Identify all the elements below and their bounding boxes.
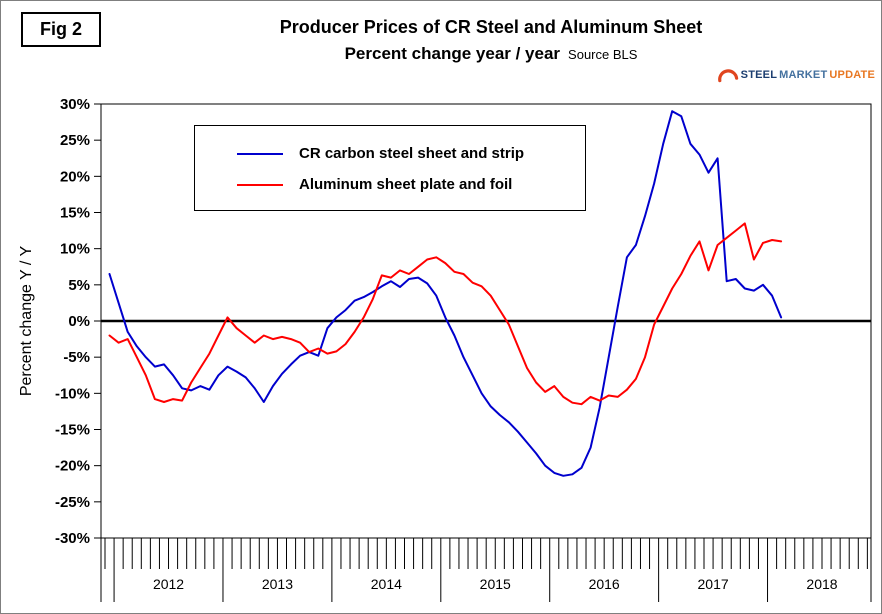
chart-source: Source BLS <box>568 47 638 62</box>
year-label: 2013 <box>262 576 293 592</box>
legend-line-sample-aluminum <box>237 183 283 186</box>
chart-subtitle-row: Percent change year / year Source BLS <box>141 44 841 64</box>
y-tick-label: -15% <box>55 422 90 439</box>
chart-legend: CR carbon steel sheet and strip Aluminum… <box>194 125 586 211</box>
y-tick-label: 0% <box>68 313 90 330</box>
year-label: 2014 <box>371 576 402 592</box>
y-tick-label: 25% <box>60 132 90 149</box>
y-tick-label: -30% <box>55 530 90 547</box>
legend-label-cr-steel: CR carbon steel sheet and strip <box>299 145 525 162</box>
smu-logo: STEEL MARKET UPDATE <box>715 63 875 87</box>
y-axis-title: Percent change Y / Y <box>18 246 35 397</box>
series-line-cr-steel <box>108 110 783 477</box>
y-tick-label: -10% <box>55 385 90 402</box>
year-label: 2015 <box>480 576 511 592</box>
year-label: 2017 <box>698 576 729 592</box>
y-tick-label: 20% <box>60 168 90 185</box>
y-tick-label: -25% <box>55 494 90 511</box>
y-tick-label: 5% <box>68 277 90 294</box>
chart-subtitle: Percent change year / year <box>344 44 561 63</box>
y-tick-label: 30% <box>60 96 90 113</box>
series-line-aluminum <box>108 222 783 406</box>
legend-label-aluminum: Aluminum sheet plate and foil <box>299 176 513 193</box>
y-tick-label: 15% <box>60 205 90 222</box>
y-tick-label: 10% <box>60 241 90 258</box>
x-axis: 2012 2013 2014 2015 2016 2017 2018 <box>100 538 872 602</box>
y-tick-label: -5% <box>63 349 90 366</box>
logo-swoosh-icon <box>717 69 738 83</box>
logo-word-steel: STEEL <box>740 69 778 81</box>
chart-header: Producer Prices of CR Steel and Aluminum… <box>141 17 841 64</box>
year-label: 2018 <box>806 576 837 592</box>
year-label: 2016 <box>589 576 620 592</box>
logo-word-update: UPDATE <box>829 69 875 81</box>
fig-label: Fig 2 <box>21 12 102 47</box>
y-tick-label: -20% <box>55 458 90 475</box>
year-label: 2012 <box>153 576 184 592</box>
legend-item-cr-steel: CR carbon steel sheet and strip <box>237 138 585 169</box>
legend-line-sample-cr-steel <box>237 152 283 155</box>
chart-title: Producer Prices of CR Steel and Aluminum… <box>279 17 703 37</box>
logo-word-market: MARKET <box>779 69 828 81</box>
legend-item-aluminum: Aluminum sheet plate and foil <box>237 169 585 200</box>
y-axis: -30% -25% -20% -15% -10% -5% 0% 5% 10% 15% 20% 25% 3… <box>55 96 101 547</box>
